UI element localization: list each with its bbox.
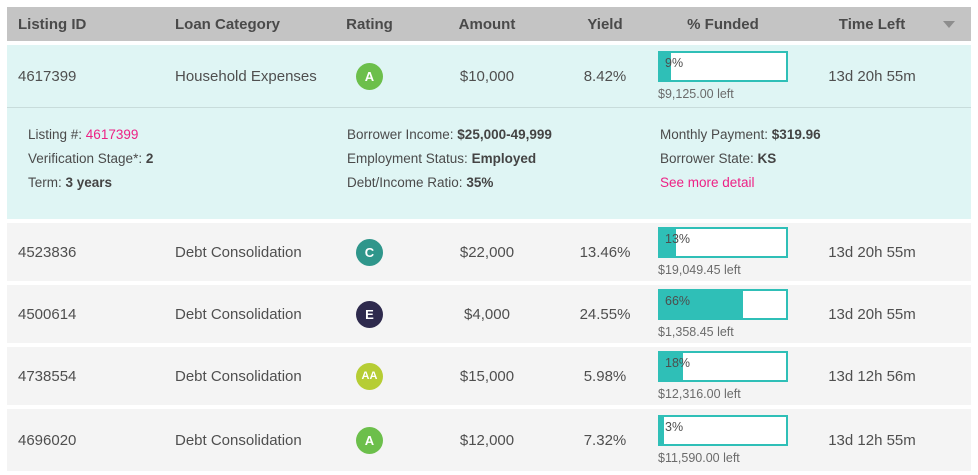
column-header-amount[interactable]: Amount bbox=[458, 15, 516, 33]
funded-progress-fill bbox=[660, 291, 744, 318]
debt-income-ratio-label: Debt/Income Ratio: bbox=[347, 175, 467, 190]
funded-progress-fill bbox=[660, 53, 672, 80]
funded-progress-bar: 66% bbox=[658, 289, 788, 320]
time-left: 13d 12h 56m bbox=[828, 367, 916, 385]
amount-left-label: $11,590.00 left bbox=[658, 451, 740, 465]
funded-progress-bar: 9% bbox=[658, 51, 788, 82]
listing-number-link[interactable]: 4617399 bbox=[85, 127, 139, 142]
listing-number-label: Listing #: bbox=[28, 127, 86, 142]
table-row[interactable]: 4696020 Debt Consolidation A $12,000 7.3… bbox=[7, 409, 971, 471]
funded-percent-label: 9% bbox=[665, 56, 684, 70]
table-row[interactable]: 4523836 Debt Consolidation C $22,000 13.… bbox=[7, 223, 971, 281]
funded-progress-bar: 3% bbox=[658, 415, 788, 446]
time-left: 13d 20h 55m bbox=[828, 243, 916, 261]
yield: 7.32% bbox=[583, 431, 627, 449]
debt-income-ratio-value: 35% bbox=[466, 175, 494, 190]
time-left: 13d 20h 55m bbox=[828, 305, 916, 323]
table-row[interactable]: 4617399 Household Expenses A $10,000 8.4… bbox=[7, 45, 971, 107]
table-header-row: Listing ID Loan Category Rating Amount Y… bbox=[7, 7, 971, 41]
column-header-funded[interactable]: % Funded bbox=[687, 15, 759, 33]
listing-id: 4696020 bbox=[18, 431, 77, 449]
amount-left-label: $12,316.00 left bbox=[658, 387, 741, 401]
amount-left-label: $19,049.45 left bbox=[658, 263, 741, 277]
borrower-state-value: KS bbox=[757, 151, 777, 166]
detail-column-mid: Borrower Income: $25,000-49,999 Employme… bbox=[347, 128, 660, 219]
sort-descending-icon[interactable] bbox=[943, 20, 955, 28]
verification-stage-value: 2 bbox=[145, 151, 154, 166]
funded-progress-fill bbox=[660, 229, 677, 256]
monthly-payment-value: $319.96 bbox=[771, 127, 821, 142]
rating-badge: A bbox=[356, 62, 383, 90]
funded-progress-bar: 18% bbox=[658, 351, 788, 382]
yield: 8.42% bbox=[583, 67, 627, 85]
term-label: Term: bbox=[28, 175, 66, 190]
column-header-rating[interactable]: Rating bbox=[346, 15, 393, 33]
loan-category: Debt Consolidation bbox=[175, 431, 302, 449]
borrower-income-label: Borrower Income: bbox=[347, 127, 458, 142]
employment-status-label: Employment Status: bbox=[347, 151, 472, 166]
listing-id: 4738554 bbox=[18, 367, 77, 385]
listing-detail-panel: Listing #: 4617399 Verification Stage*: … bbox=[7, 107, 971, 219]
amount: $12,000 bbox=[459, 431, 515, 449]
funded-progress-fill bbox=[660, 353, 683, 380]
amount: $10,000 bbox=[459, 67, 515, 85]
detail-column-right: Monthly Payment: $319.96 Borrower State:… bbox=[660, 128, 971, 219]
loan-category: Debt Consolidation bbox=[175, 305, 302, 323]
loan-category: Debt Consolidation bbox=[175, 243, 302, 261]
borrower-income-value: $25,000-49,999 bbox=[457, 127, 552, 142]
amount-left-label: $9,125.00 left bbox=[658, 87, 734, 101]
listing-id: 4523836 bbox=[18, 243, 77, 261]
column-header-time-left[interactable]: Time Left bbox=[838, 15, 906, 33]
funded-percent-label: 3% bbox=[665, 420, 684, 434]
rating-badge: C bbox=[356, 238, 383, 266]
term-value: 3 years bbox=[65, 175, 113, 190]
column-header-yield[interactable]: Yield bbox=[587, 15, 623, 33]
monthly-payment-label: Monthly Payment: bbox=[660, 127, 772, 142]
amount-left-label: $1,358.45 left bbox=[658, 325, 734, 339]
see-more-detail-link[interactable]: See more detail bbox=[660, 175, 755, 190]
loan-category: Debt Consolidation bbox=[175, 367, 302, 385]
detail-column-left: Listing #: 4617399 Verification Stage*: … bbox=[28, 128, 347, 219]
listing-id: 4500614 bbox=[18, 305, 77, 323]
column-header-listing-id[interactable]: Listing ID bbox=[18, 15, 87, 33]
funded-percent-label: 66% bbox=[665, 294, 691, 308]
employment-status-value: Employed bbox=[471, 151, 537, 166]
funded-percent-label: 13% bbox=[665, 232, 691, 246]
amount: $4,000 bbox=[464, 305, 510, 323]
time-left: 13d 20h 55m bbox=[828, 67, 916, 85]
funded-progress-fill bbox=[660, 417, 664, 444]
loan-listings-table: Listing ID Loan Category Rating Amount Y… bbox=[7, 7, 971, 471]
amount: $22,000 bbox=[459, 243, 515, 261]
rating-badge: AA bbox=[356, 362, 383, 390]
rating-badge: A bbox=[356, 426, 383, 454]
time-left: 13d 12h 55m bbox=[828, 431, 916, 449]
rating-badge: E bbox=[356, 300, 383, 328]
loan-category: Household Expenses bbox=[175, 67, 317, 85]
funded-percent-label: 18% bbox=[665, 356, 691, 370]
amount: $15,000 bbox=[459, 367, 515, 385]
yield: 24.55% bbox=[579, 305, 631, 323]
funded-progress-bar: 13% bbox=[658, 227, 788, 258]
table-row[interactable]: 4738554 Debt Consolidation AA $15,000 5.… bbox=[7, 347, 971, 405]
listing-id: 4617399 bbox=[18, 67, 77, 85]
yield: 5.98% bbox=[583, 367, 627, 385]
column-header-loan-category[interactable]: Loan Category bbox=[175, 15, 281, 33]
borrower-state-label: Borrower State: bbox=[660, 151, 758, 166]
table-row[interactable]: 4500614 Debt Consolidation E $4,000 24.5… bbox=[7, 285, 971, 343]
yield: 13.46% bbox=[579, 243, 631, 261]
verification-stage-label: Verification Stage*: bbox=[28, 151, 146, 166]
